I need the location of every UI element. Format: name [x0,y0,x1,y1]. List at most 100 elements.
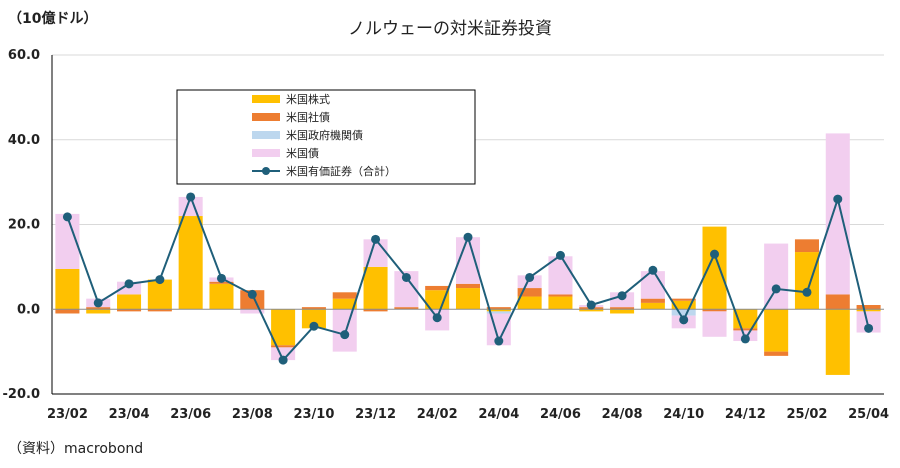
bar-treasury-23/09 [271,347,296,361]
legend-label-treasury: 米国債 [286,146,319,160]
bar-treasury-24/06 [548,256,573,295]
x-tick-labels: 23/02 23/04 23/06 23/08 23/10 23/12 24/02 24/04… [47,407,889,422]
bar-equity-24/03 [455,288,481,310]
y-tick-label: 20.0 [8,218,40,233]
legend-box [176,89,476,185]
total-point-23/09 [278,355,288,365]
x-tick-label: 23/12 [355,407,396,422]
bar-corporate-24/06 [548,294,573,297]
x-tick-label: 24/06 [540,407,581,422]
total-point-24/04 [494,336,504,346]
total-point-23/07 [216,273,226,283]
total-point-25/04 [864,323,874,333]
x-tick-label: 23/08 [232,407,273,422]
bar-equity-24/06 [548,296,573,310]
x-tick-label: 24/08 [602,407,643,422]
total-point-23/11 [340,330,350,340]
total-point-24/01 [401,272,411,282]
bar-equity-24/11 [702,226,727,310]
total-point-23/10 [309,321,319,331]
bar-equity-25/01 [764,309,789,352]
x-tick-label: 24/12 [725,407,766,422]
bar-equity-24/09 [640,302,665,310]
bar-treasury-25/04 [856,311,881,333]
bar-equity-25/03 [825,309,850,375]
x-tick-label: 24/04 [478,407,519,422]
total-point-23/02 [62,212,72,222]
x-tick-label: 24/10 [663,407,704,422]
total-point-24/10 [679,315,689,325]
bar-equity-23/03 [86,309,111,314]
bar-equity-24/05 [517,296,542,310]
y-tick-label: 40.0 [8,133,40,148]
total-point-23/05 [155,275,165,285]
bar-equity-23/12 [363,266,388,310]
bar-corporate-23/10 [301,307,326,310]
bar-corporate-24/03 [455,283,481,289]
total-point-25/02 [802,287,812,297]
bar-equity-24/04 [486,309,511,312]
total-point-24/02 [432,313,442,323]
legend-swatch-equity [252,95,280,103]
x-tick-label: 23/06 [170,407,211,422]
legend-label-corporate: 米国社債 [286,110,330,124]
bar-corporate-24/01 [394,307,419,310]
legend-label-agency: 米国政府機関債 [286,128,363,142]
bar-corporate-24/02 [425,285,450,291]
bar-corporate-24/04 [486,307,511,310]
total-point-24/07 [586,300,596,310]
axes [51,55,884,395]
bar-equity-24/10 [671,300,696,310]
bar-corporate-23/11 [332,292,357,299]
total-point-25/03 [833,194,843,204]
bar-treasury-25/01 [764,243,789,310]
y-tick-label: 60.0 [8,48,40,63]
x-tick-label: 25/04 [848,407,889,422]
total-point-24/11 [710,249,720,259]
bar-equity-23/10 [301,309,326,329]
bar-equity-23/07 [209,283,234,310]
bar-corporate-24/12 [733,328,758,331]
x-tick-label: 23/10 [293,407,334,422]
bar-equity-23/11 [332,298,357,310]
total-line-series [62,192,874,365]
total-point-24/06 [555,250,565,260]
bar-corporate-25/04 [856,305,881,310]
bar-agency-24/10 [671,309,696,316]
total-point-24/08 [617,291,627,301]
total-point-23/04 [124,279,134,289]
legend-label-equity: 米国株式 [286,92,330,106]
legend-swatch-corporate [252,113,280,121]
bar-corporate-24/10 [671,298,696,301]
total-point-24/09 [648,265,658,275]
total-point-23/06 [186,192,196,202]
bar-equity-23/04 [117,294,142,310]
legend-label-total: 米国有価証券（合計） [286,164,396,178]
bar-corporate-24/08 [610,307,635,310]
bar-corporate-23/08 [240,290,265,310]
total-point-23/08 [247,289,257,299]
x-tick-label: 23/04 [109,407,150,422]
chart-title: ノルウェーの対米証券投資 [348,19,552,39]
bar-corporate-25/01 [764,351,789,356]
legend-swatch-agency [252,131,280,139]
y-axis-unit-label: （10億ドル） [8,11,98,27]
bar-corporate-25/02 [794,239,819,253]
total-point-24/12 [740,334,750,344]
bar-agency-24/04 [486,311,511,314]
total-point-23/03 [93,298,103,308]
bar-corporate-24/11 [702,309,727,312]
bar-equity-24/07 [579,309,604,312]
bar-corporate-23/05 [147,309,172,312]
x-tick-label: 25/02 [786,407,827,422]
bar-corporate-23/02 [55,309,80,314]
bar-equity-23/05 [147,279,172,310]
y-tick-label: -20.0 [3,387,40,402]
bar-corporate-23/09 [271,345,296,348]
bar-equity-23/09 [271,309,296,346]
legend-marker-total [262,167,270,175]
total-point-25/01 [771,284,781,294]
y-tick-labels: 60.0 40.0 20.0 0.0 -20.0 [3,48,40,402]
source-note: （資料）macrobond [8,441,144,457]
